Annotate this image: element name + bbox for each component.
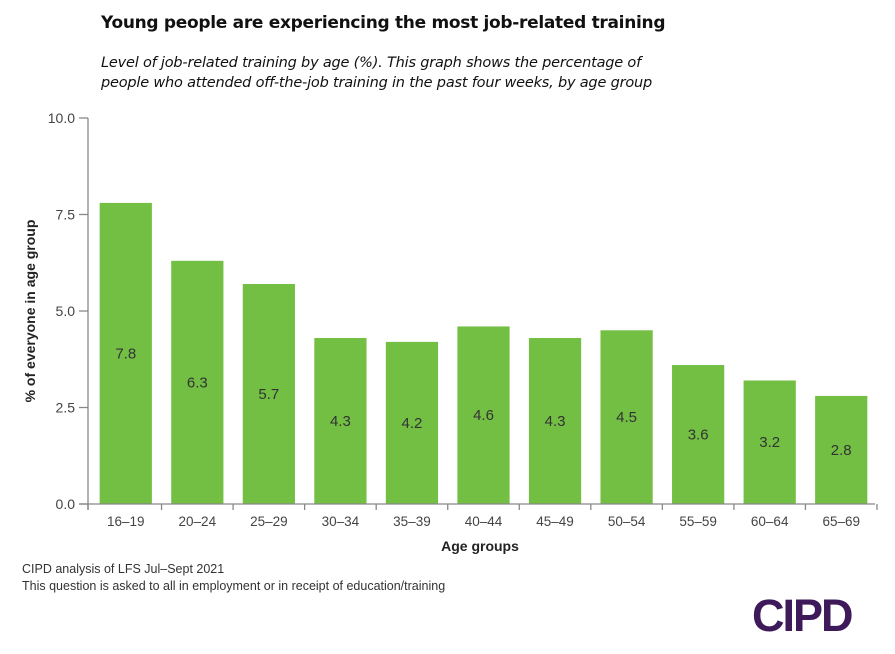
bars: 7.8 6.3 5.7 4.3 4.2 4.6 4.3 4.5 3.6 3.2 2.8 [99,202,868,505]
chart-subtitle: Level of job-related training by age (%)… [101,53,801,93]
bar-value-label: 3.6 [688,427,709,444]
bar-chart: 0.0 2.5 5.0 7.5 10.0 7.8 6.3 5.7 4.3 4.2 4.6 4.3 4.… [22,110,878,554]
bar-20–24 [171,260,224,504]
bar-16–19 [99,202,152,505]
bar-value-label: 4.5 [616,409,637,426]
source-line-1: CIPD analysis of LFS Jul–Sept 2021 [22,562,225,576]
bar-50–54 [600,330,653,504]
subtitle-line-2: people who attended off-the-job training… [101,75,652,91]
bar-value-label: 7.8 [115,345,136,362]
y-tick-label: 7.5 [56,207,76,223]
x-tick-label: 16–19 [107,514,145,529]
bar-value-label: 4.3 [330,413,351,430]
bar-45–49 [528,338,582,504]
x-tick-label: 60–64 [751,514,789,529]
bar-value-label: 4.6 [473,407,494,424]
chart-title: Young people are experiencing the most j… [101,13,666,33]
bar-30–34 [314,338,367,504]
bar-value-label: 2.8 [831,442,852,459]
bar-value-label: 4.3 [545,413,566,430]
bar-value-label: 3.2 [759,434,780,451]
x-tick-label: 40–44 [465,514,503,529]
x-tick-label: 45–49 [536,514,574,529]
bar-35–39 [385,341,439,504]
x-tick-label: 30–34 [322,514,360,529]
bar-55–59 [672,365,725,504]
y-tick-label: 0.0 [56,496,76,512]
source-note: CIPD analysis of LFS Jul–Sept 2021 This … [22,561,445,595]
bar-value-label: 6.3 [187,374,208,391]
y-axis-label: % of everyone in age group [22,220,38,403]
x-tick-label: 25–29 [250,514,288,529]
bar-25–29 [242,283,295,504]
x-axis: 16–19 20–24 25–29 30–34 35–39 40–44 45–49 50–54… [79,503,878,529]
bar-65–69 [815,395,868,504]
x-tick-label: 35–39 [393,514,431,529]
bar-value-label: 5.7 [258,386,279,403]
y-tick-label: 10.0 [48,110,75,126]
y-tick-label: 5.0 [56,303,76,319]
y-axis: 0.0 2.5 5.0 7.5 10.0 [48,110,89,512]
cipd-logo: CIPD [752,590,854,641]
x-tick-label: 20–24 [179,514,217,529]
y-tick-label: 2.5 [56,400,76,416]
source-line-2: This question is asked to all in employm… [22,579,446,593]
x-tick-label: 65–69 [822,514,860,529]
x-tick-label: 55–59 [679,514,717,529]
bar-40–44 [457,326,510,504]
bar-value-label: 4.2 [402,415,423,432]
x-tick-label: 50–54 [608,514,646,529]
bar-60–64 [743,380,796,504]
x-axis-label: Age groups [441,538,519,554]
subtitle-line-1: Level of job-related training by age (%)… [101,55,641,71]
